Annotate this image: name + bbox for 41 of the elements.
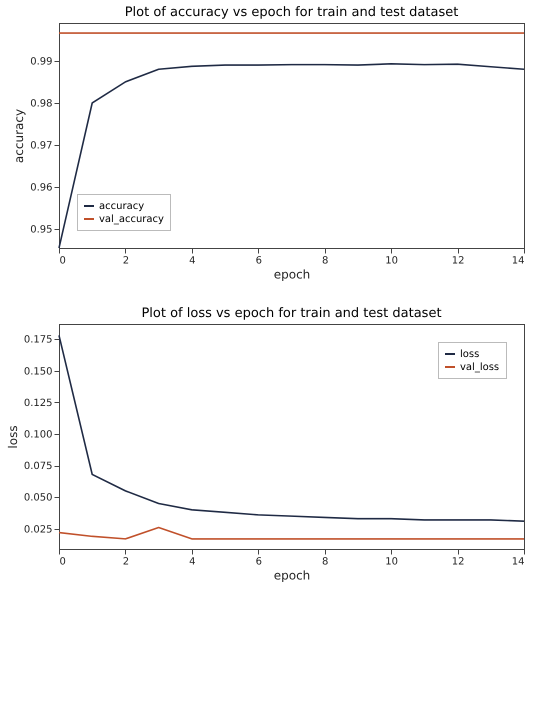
legend-label: loss: [460, 349, 480, 360]
y-axis-title: accuracy: [12, 108, 26, 164]
x-tick-label: 8: [322, 556, 328, 568]
legend-label: val_accuracy: [99, 214, 164, 225]
y-axis-title: loss: [6, 425, 20, 449]
y-tick-label: 0.100: [24, 429, 52, 440]
x-tick-label: 2: [122, 556, 130, 568]
y-tick-label: 0.96: [30, 182, 52, 194]
x-tick-label: 6: [256, 556, 262, 568]
x-axis-title: epoch: [274, 568, 310, 582]
y-tick-label: 0.99: [30, 56, 52, 68]
x-tick-label: 10: [385, 256, 398, 266]
x-axis-title: epoch: [274, 268, 310, 282]
y-tick-label: 0.050: [24, 492, 52, 504]
y-tick-label: 0.025: [24, 524, 52, 536]
x-tick-label: 8: [322, 256, 328, 266]
x-tick-label: 12: [452, 556, 464, 568]
line-series: [58, 62, 525, 249]
x-tick-label: 14: [512, 256, 524, 266]
y-tick-label: 0.150: [24, 366, 52, 378]
y-tick-label: 0.98: [30, 98, 52, 110]
legend-label: val_loss: [460, 362, 500, 373]
y-tick-label: 0.97: [30, 140, 52, 152]
legend-label: accuracy: [99, 201, 144, 212]
x-tick-label: 4: [189, 256, 196, 266]
x-tick-label: 0: [60, 556, 66, 568]
x-tick-label: 12: [452, 256, 464, 266]
x-tick-label: 0: [60, 256, 66, 266]
y-tick-label: 0.175: [24, 334, 52, 346]
chart-title: Plot of accuracy vs epoch for train and test dataset: [124, 5, 458, 20]
x-tick-label: 4: [189, 556, 196, 568]
x-tick-label: 6: [256, 256, 262, 266]
x-tick-label: 14: [512, 556, 524, 568]
y-tick-label: 0.075: [24, 461, 52, 472]
chart-title: Plot of loss vs epoch for train and test dataset: [141, 306, 442, 321]
y-tick-label: 0.125: [24, 398, 52, 409]
x-tick-label: 2: [122, 256, 130, 266]
y-tick-label: 0.95: [30, 224, 52, 236]
line-series: [58, 334, 525, 522]
line-series: [58, 526, 525, 540]
x-tick-label: 10: [385, 556, 398, 568]
